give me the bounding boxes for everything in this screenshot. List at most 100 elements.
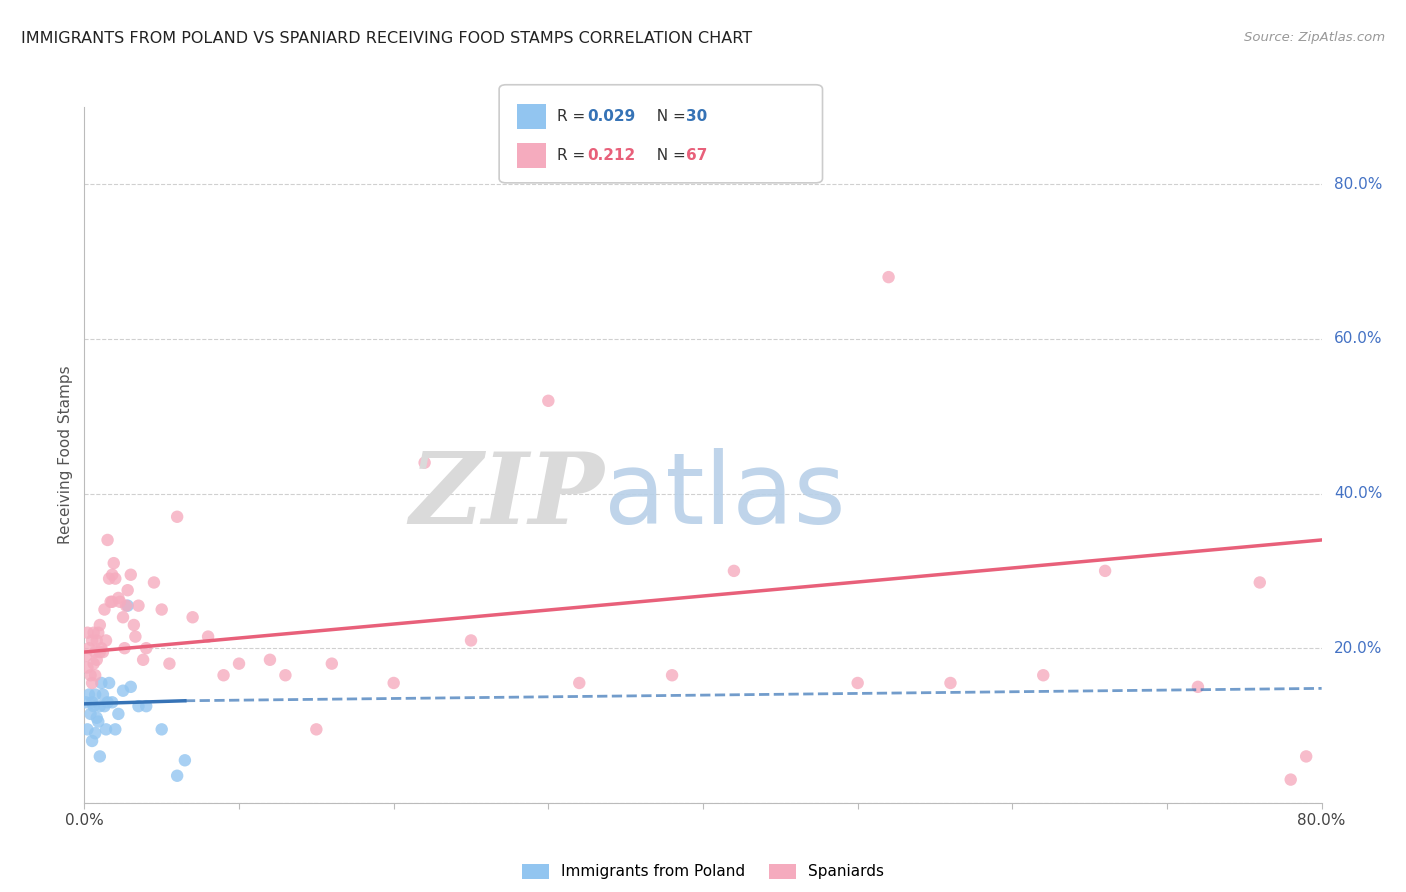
Point: [568, 676, 591, 690]
Text: R =: R =: [557, 148, 591, 162]
Point: [181, 610, 204, 624]
Point: [75, 648, 97, 663]
Text: 60.0%: 60.0%: [1334, 332, 1382, 346]
Point: [86, 711, 108, 725]
Text: IMMIGRANTS FROM POLAND VS SPANIARD RECEIVING FOOD STAMPS CORRELATION CHART: IMMIGRANTS FROM POLAND VS SPANIARD RECEI…: [21, 31, 752, 46]
Y-axis label: Receiving Food Stamps: Receiving Food Stamps: [58, 366, 73, 544]
Text: ZIP: ZIP: [409, 449, 605, 545]
Point: [100, 595, 122, 609]
Point: [90, 641, 112, 656]
Point: [1249, 575, 1271, 590]
Point: [723, 564, 745, 578]
Point: [120, 680, 142, 694]
Point: [939, 676, 962, 690]
Point: [77, 688, 100, 702]
Point: [76, 660, 98, 674]
Point: [98, 572, 121, 586]
Point: [107, 591, 129, 605]
Point: [321, 657, 343, 671]
Point: [94, 633, 117, 648]
Point: [79, 706, 101, 721]
Point: [76, 723, 98, 737]
Point: [114, 641, 136, 656]
Point: [127, 699, 149, 714]
Point: [101, 695, 124, 709]
Point: [96, 533, 118, 547]
Point: [120, 567, 142, 582]
Text: 40.0%: 40.0%: [1334, 486, 1382, 501]
Point: [101, 567, 124, 582]
Point: [150, 602, 173, 616]
Point: [83, 657, 105, 671]
Point: [112, 683, 135, 698]
Point: [83, 699, 105, 714]
Point: [89, 645, 111, 659]
Point: [259, 653, 281, 667]
Point: [104, 572, 127, 586]
Point: [135, 641, 157, 656]
Point: [107, 706, 129, 721]
Point: [122, 618, 145, 632]
Point: [127, 599, 149, 613]
Text: N =: N =: [647, 110, 690, 124]
Point: [77, 641, 100, 656]
Point: [117, 583, 139, 598]
Point: [82, 695, 104, 709]
Point: [1279, 772, 1302, 787]
Text: Source: ZipAtlas.com: Source: ZipAtlas.com: [1244, 31, 1385, 45]
Point: [1187, 680, 1209, 694]
Point: [104, 723, 127, 737]
Point: [115, 599, 138, 613]
Point: [1032, 668, 1054, 682]
Point: [112, 610, 135, 624]
Legend: Immigrants from Poland, Spaniards: Immigrants from Poland, Spaniards: [516, 857, 890, 886]
Point: [76, 625, 98, 640]
Point: [89, 749, 111, 764]
Point: [84, 688, 107, 702]
Point: [1094, 564, 1116, 578]
Point: [86, 653, 108, 667]
Point: [661, 668, 683, 682]
Point: [166, 509, 188, 524]
Point: [91, 688, 114, 702]
Point: [93, 602, 115, 616]
Point: [143, 575, 166, 590]
Point: [117, 599, 139, 613]
Text: atlas: atlas: [605, 448, 845, 545]
Point: [413, 456, 436, 470]
Point: [103, 556, 125, 570]
Point: [101, 595, 124, 609]
Point: [305, 723, 328, 737]
Point: [96, 695, 118, 709]
Point: [86, 633, 108, 648]
Point: [82, 676, 104, 690]
Point: [90, 676, 112, 690]
Point: [82, 633, 104, 648]
Point: [174, 753, 197, 767]
Point: [460, 633, 482, 648]
Point: [84, 668, 107, 682]
Text: 0.212: 0.212: [588, 148, 636, 162]
Point: [124, 630, 146, 644]
Point: [382, 676, 405, 690]
Point: [274, 668, 297, 682]
Point: [89, 699, 111, 714]
Point: [87, 625, 110, 640]
Point: [166, 769, 188, 783]
Point: [79, 668, 101, 682]
Point: [150, 723, 173, 737]
Point: [1295, 749, 1317, 764]
Point: [91, 645, 114, 659]
Point: [108, 595, 131, 609]
Point: [212, 668, 235, 682]
Point: [87, 714, 110, 729]
Point: [93, 699, 115, 714]
Point: [159, 657, 180, 671]
Point: [132, 653, 155, 667]
Point: [228, 657, 250, 671]
Text: 67: 67: [686, 148, 707, 162]
Point: [98, 676, 121, 690]
Point: [89, 618, 111, 632]
Text: 20.0%: 20.0%: [1334, 640, 1382, 656]
Point: [84, 645, 107, 659]
